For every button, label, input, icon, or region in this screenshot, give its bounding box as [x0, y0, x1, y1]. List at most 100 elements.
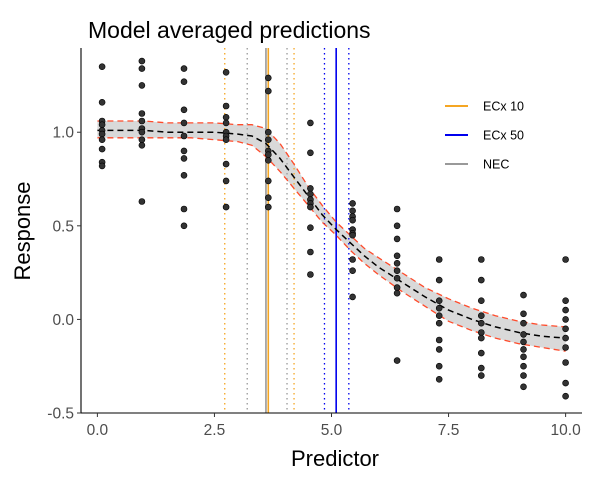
data-points-layer [98, 57, 569, 400]
y-axis-label: Response [10, 181, 35, 280]
data-point [222, 160, 230, 168]
legend-item-ecx-10: ECx 10 [445, 100, 524, 114]
data-point [138, 57, 146, 65]
chart-title: Model averaged predictions [88, 17, 371, 43]
data-point [520, 372, 527, 379]
data-point [264, 151, 272, 158]
data-point [520, 362, 527, 370]
data-point [562, 344, 569, 351]
data-point [393, 252, 401, 260]
data-point [435, 276, 443, 284]
data-point [180, 106, 188, 114]
data-point [138, 198, 146, 205]
data-point [307, 203, 314, 211]
data-point [222, 136, 230, 143]
data-point [477, 256, 485, 263]
data-point [98, 99, 106, 106]
data-point [349, 293, 356, 301]
data-point [222, 69, 230, 76]
data-point [180, 147, 188, 155]
data-point [138, 128, 146, 136]
data-point [562, 359, 569, 366]
data-point [138, 117, 146, 125]
data-point [222, 203, 230, 211]
data-point [477, 349, 485, 357]
data-point [435, 346, 443, 353]
plot-area [97, 48, 569, 413]
data-point [264, 157, 272, 164]
data-point [180, 172, 188, 179]
legend-label: ECx 50 [483, 129, 524, 143]
data-point [98, 136, 106, 143]
data-point [562, 392, 569, 400]
data-point [520, 319, 527, 327]
data-point [138, 82, 146, 89]
data-point [435, 362, 443, 370]
x-tick-label: 7.5 [438, 422, 460, 439]
legend-item-ecx-50: ECx 50 [445, 129, 524, 143]
data-point [349, 231, 356, 239]
data-point [307, 271, 314, 278]
data-point [393, 259, 401, 267]
data-point [477, 297, 485, 305]
data-point [307, 149, 314, 157]
data-point [520, 310, 527, 318]
data-point [138, 142, 146, 149]
y-tick-label: 1.0 [52, 125, 74, 142]
data-point [477, 372, 485, 379]
prediction-curves-layer [97, 120, 566, 352]
data-point [393, 289, 401, 297]
data-point [393, 274, 401, 282]
data-point [264, 87, 272, 95]
data-point [562, 306, 569, 314]
data-point [180, 78, 188, 85]
data-point [562, 256, 569, 263]
data-point [264, 128, 272, 136]
legend: ECx 10 ECx 50 NEC [445, 100, 524, 172]
data-point [435, 297, 443, 305]
legend-label: ECx 10 [483, 100, 524, 114]
data-point [98, 63, 106, 70]
data-point [520, 346, 527, 353]
data-point [222, 102, 230, 110]
data-point [138, 110, 146, 117]
data-point [307, 190, 314, 198]
data-point [180, 155, 188, 162]
data-point [307, 248, 314, 256]
data-point [393, 205, 401, 213]
data-point [520, 338, 527, 346]
data-point [349, 216, 356, 224]
data-point [435, 336, 443, 344]
data-point [477, 334, 485, 342]
data-point [307, 185, 314, 192]
data-point [98, 130, 106, 138]
data-point [349, 256, 356, 263]
confidence-ribbon-layer [97, 121, 566, 352]
data-point [477, 276, 485, 284]
x-tick-label: 0.0 [87, 422, 109, 439]
data-point [520, 291, 527, 299]
data-point [307, 119, 314, 127]
data-point [98, 121, 106, 128]
data-point [180, 65, 188, 72]
data-point [393, 267, 401, 275]
data-point [222, 177, 230, 185]
data-point [349, 200, 356, 207]
data-point [562, 325, 569, 333]
data-point [349, 207, 356, 215]
x-tick-label: 10.0 [551, 422, 582, 439]
legend-item-nec: NEC [445, 158, 509, 172]
data-point [435, 256, 443, 263]
data-point [222, 119, 230, 127]
legend-label: NEC [483, 158, 509, 172]
lower-bound-curve [97, 137, 566, 352]
data-point [477, 364, 485, 372]
data-point [98, 162, 106, 170]
y-tick-label: 0.0 [52, 312, 74, 329]
data-point [562, 379, 569, 387]
data-point [562, 316, 569, 323]
data-point [435, 375, 443, 383]
x-axis-label: Predictor [291, 446, 379, 471]
x-axis-ticks: 0.0 2.5 5.0 7.5 10.0 [87, 413, 581, 439]
